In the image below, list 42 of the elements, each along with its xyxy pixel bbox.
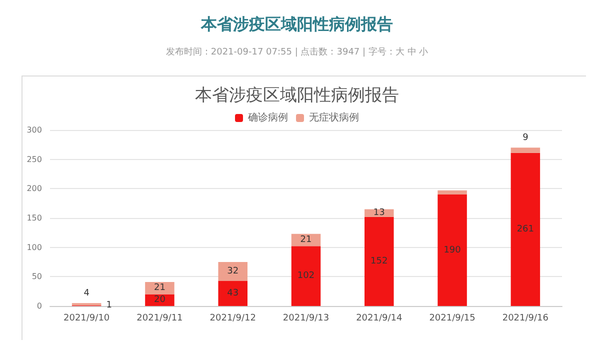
x-tick-label: 2021/9/12 — [210, 314, 256, 324]
data-label: 190 — [444, 245, 462, 256]
bar — [218, 262, 248, 281]
bar — [291, 246, 321, 306]
bar — [510, 148, 540, 153]
text: 本省涉疫区域阳性病例报告 — [200, 14, 393, 34]
y-tick-label: 300 — [26, 126, 42, 134]
bar — [218, 280, 248, 306]
x-tick-label: 2021/9/11 — [136, 314, 183, 324]
data-label: 9 — [522, 133, 529, 144]
bar — [438, 194, 467, 306]
data-label: 21 — [154, 283, 166, 294]
x-tick-label: 2021/9/13 — [282, 314, 330, 324]
bar — [510, 152, 540, 306]
y-tick-label: 100 — [26, 242, 42, 252]
data-label: 43 — [227, 288, 239, 298]
y-tick-label: 0 — [36, 302, 42, 310]
y-tick-label: 50 — [32, 272, 42, 282]
data-label: 32 — [227, 266, 239, 276]
chart-title: 本省涉疫区域阳性病例报告 — [195, 86, 399, 106]
bar — [438, 190, 467, 195]
data-label: 261 — [516, 224, 534, 234]
data-label: 4 — [84, 288, 90, 299]
bar — [145, 282, 174, 294]
data-label: 21 — [300, 235, 312, 245]
legend-label: 无症状病例 — [309, 112, 359, 124]
legend-label: 确诊病例 — [247, 112, 288, 124]
text: 发布时间：2021-09-17 07:55 | 点击数：3947 | 字号：大 中 小 — [166, 46, 428, 58]
x-tick-label: 2021/9/15 — [429, 314, 476, 324]
bar — [364, 216, 394, 306]
y-tick-label: 200 — [26, 184, 42, 194]
x-tick-label: 2021/9/14 — [356, 314, 402, 324]
bar — [364, 209, 394, 217]
data-label: 102 — [297, 271, 315, 282]
y-tick-label: 150 — [26, 214, 42, 222]
y-tick-label: 250 — [26, 154, 42, 164]
data-label: 20 — [154, 295, 166, 306]
x-tick-label: 2021/9/10 — [63, 314, 110, 324]
data-label: 1 — [106, 300, 112, 311]
data-label: 13 — [373, 208, 385, 218]
data-label: 152 — [370, 256, 388, 266]
x-tick-label: 2021/9/16 — [502, 314, 549, 324]
